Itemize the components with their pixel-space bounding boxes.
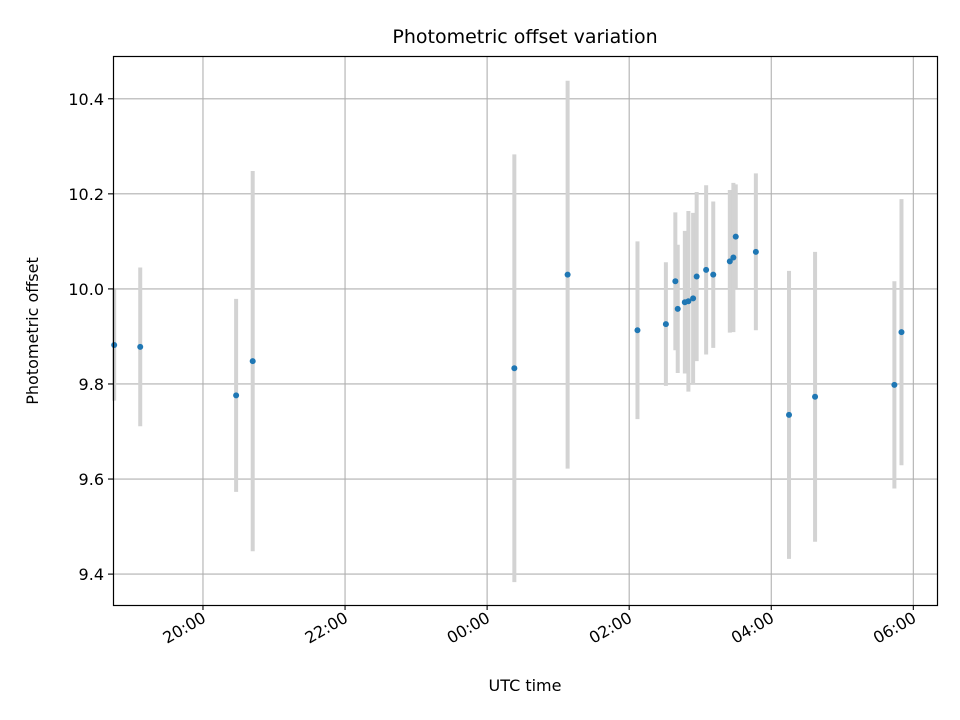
y-tick-label: 10.2	[68, 185, 104, 204]
data-point	[634, 327, 641, 334]
data-point	[726, 258, 733, 265]
data-point	[786, 411, 793, 418]
data-point	[710, 271, 717, 278]
data-point	[137, 343, 144, 350]
data-point	[511, 365, 518, 372]
y-axis: 9.4 9.6 9.8 10.0 10.2 10.4	[68, 90, 113, 584]
data-point	[564, 271, 571, 278]
data-point	[674, 305, 681, 312]
plot-frame	[112, 55, 939, 607]
data-point	[249, 358, 256, 365]
y-axis-title: Photometric offset	[23, 257, 42, 405]
data-point	[685, 298, 692, 305]
data-point	[693, 273, 700, 280]
data-point	[703, 266, 710, 273]
data-point	[891, 381, 898, 388]
chart-title: Photometric offset variation	[392, 26, 657, 48]
data-point	[233, 392, 240, 399]
y-tick-label: 9.8	[79, 375, 104, 394]
data-point	[732, 233, 739, 240]
y-tick-label: 9.6	[79, 470, 104, 489]
y-tick-label: 9.4	[79, 565, 104, 584]
data-point	[111, 341, 118, 348]
y-tick-label: 10.0	[68, 280, 104, 299]
data-point	[752, 248, 759, 255]
grid	[113, 56, 937, 605]
x-axis-title: UTC time	[489, 676, 562, 695]
data-point	[812, 393, 819, 400]
y-tick-label: 10.4	[68, 90, 104, 109]
data-point	[672, 278, 679, 285]
data-point	[662, 321, 669, 328]
data-point	[730, 254, 737, 261]
data-point	[690, 295, 697, 302]
data-points	[111, 233, 905, 418]
data-point	[898, 329, 905, 336]
